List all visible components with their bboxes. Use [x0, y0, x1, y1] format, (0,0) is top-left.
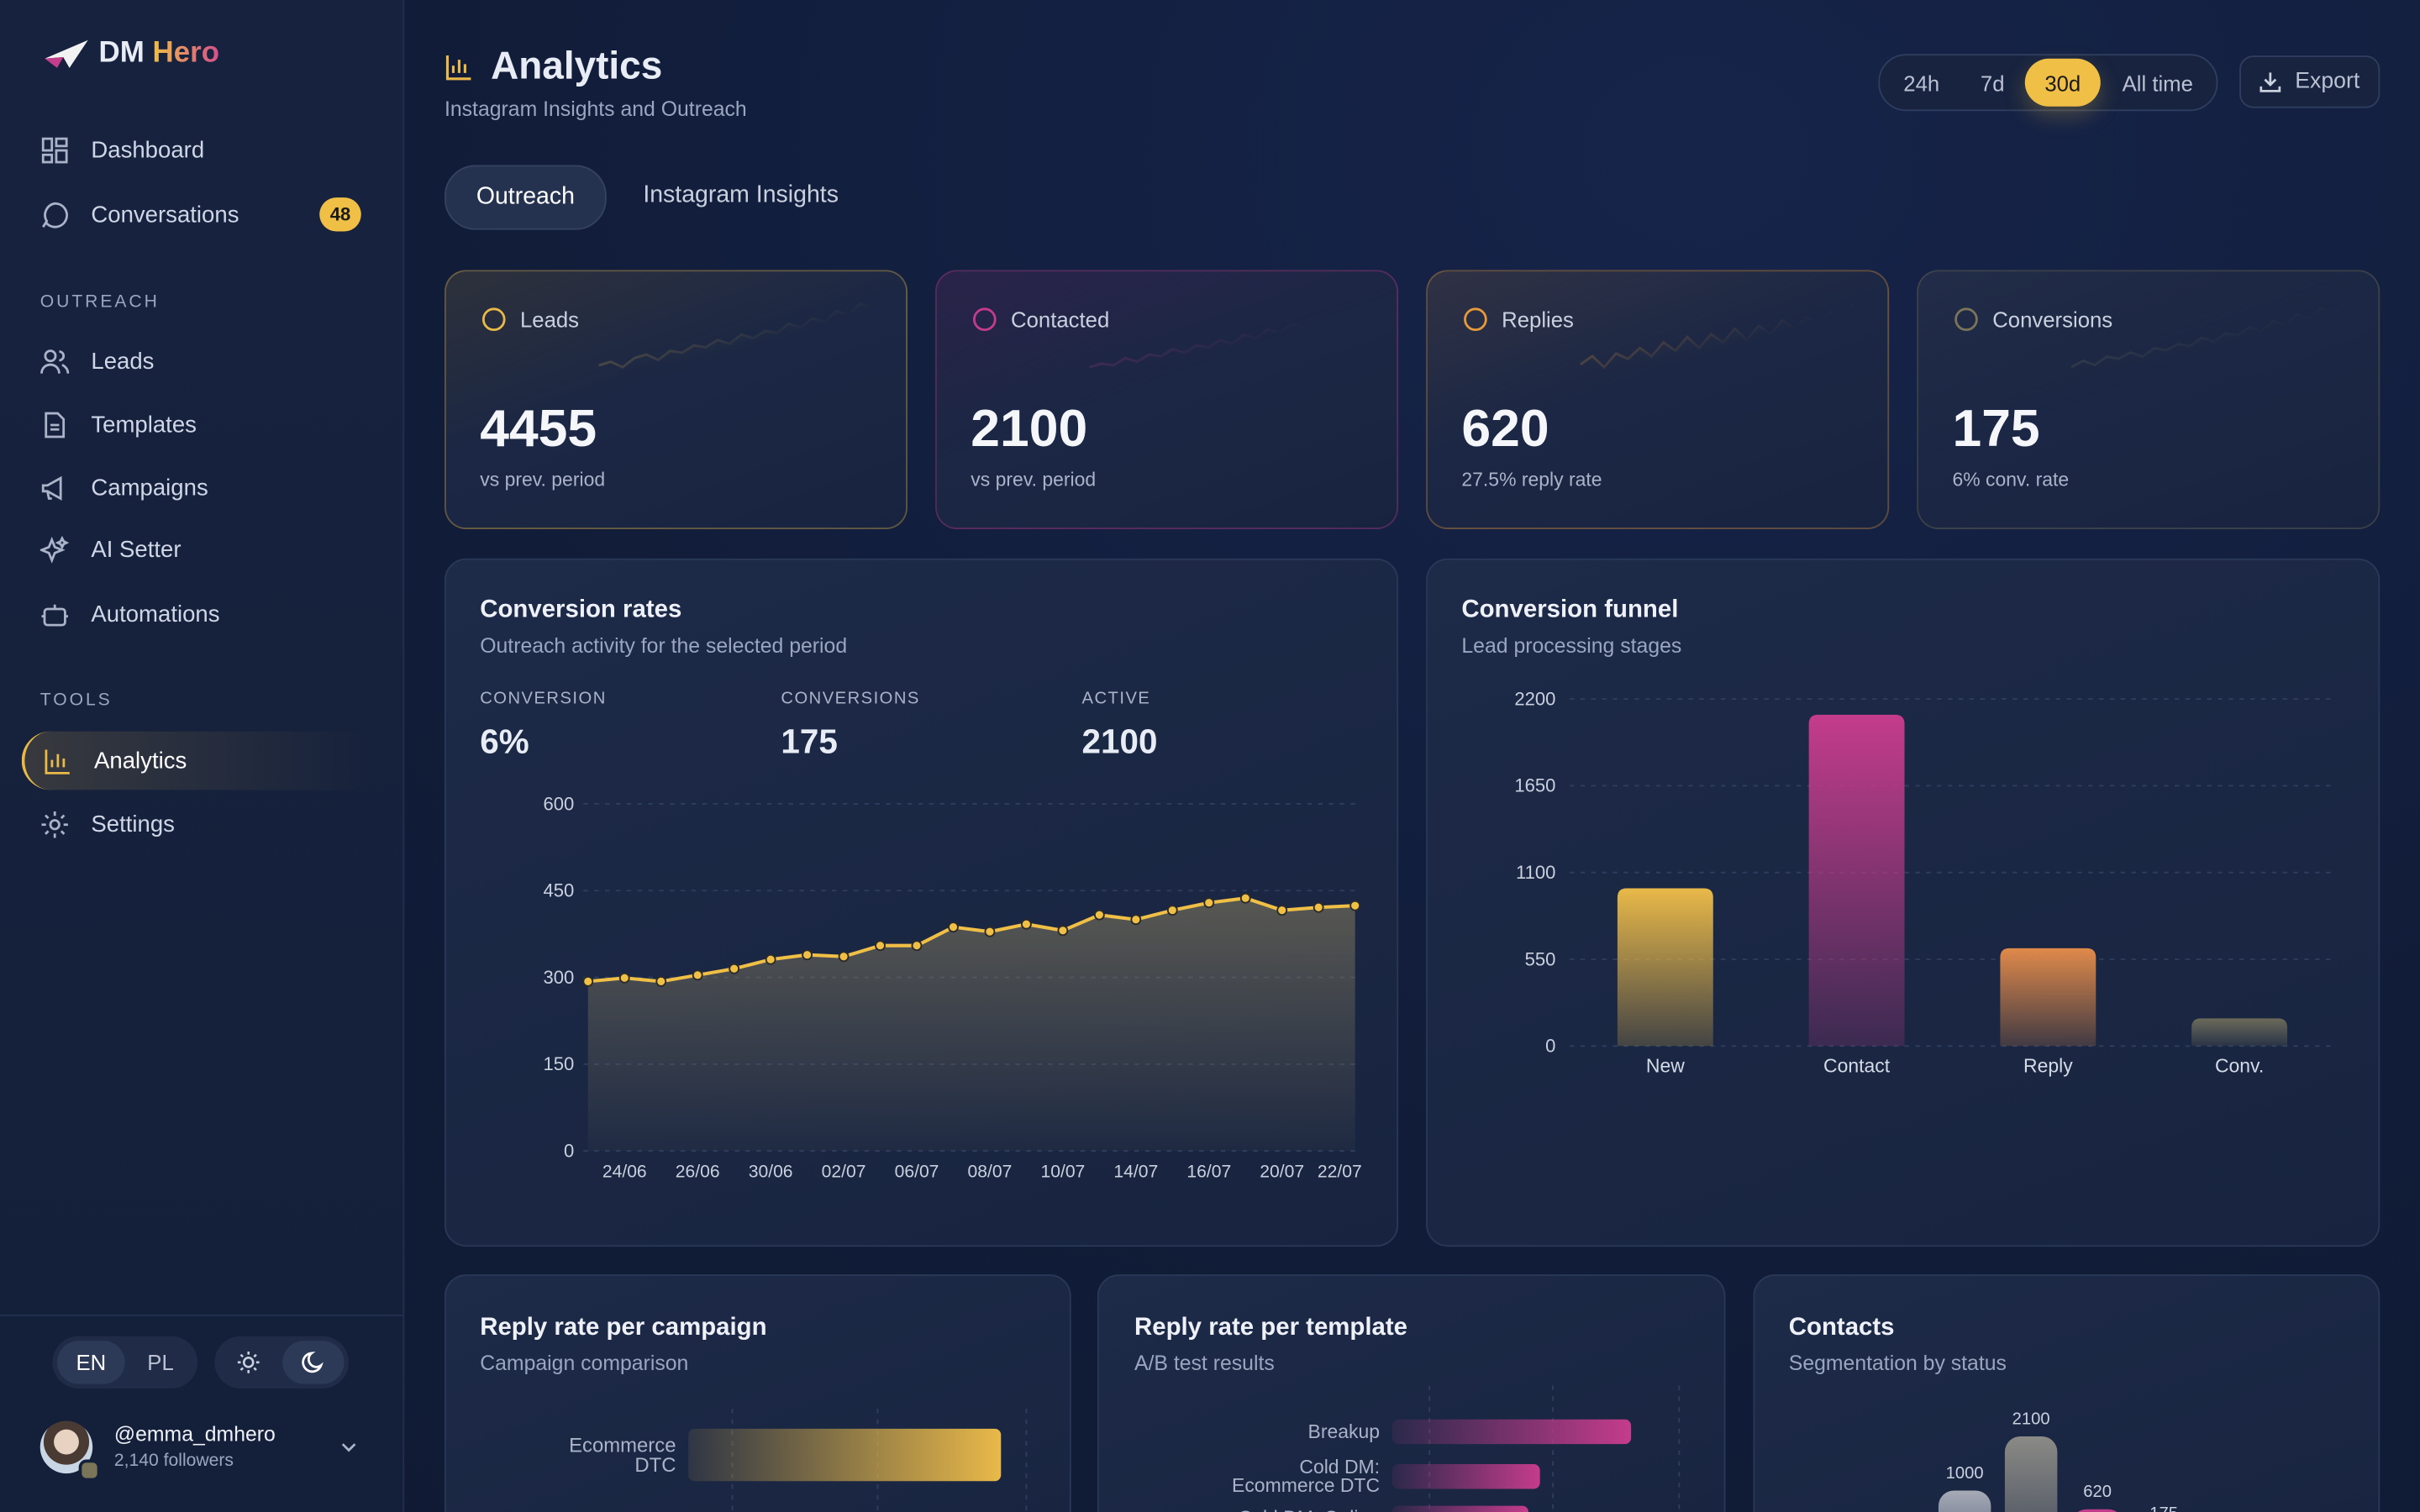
kpi-label: Conversions — [1992, 307, 2113, 332]
language-option[interactable]: EN — [56, 1341, 125, 1384]
nav-item[interactable]: Campaigns — [40, 470, 208, 504]
range-option[interactable]: 7d — [1980, 71, 2005, 96]
language-option[interactable]: PL — [147, 1350, 174, 1375]
kpi-icon — [1954, 307, 1978, 332]
nav-label: Settings — [91, 811, 175, 837]
kpi-icon — [1464, 307, 1487, 332]
nav-item[interactable]: Automations — [40, 597, 220, 631]
theme-switch — [214, 1336, 350, 1389]
kpi-card: Replies 620 27.5% reply rate — [1426, 270, 1890, 530]
active-highlight — [21, 731, 374, 790]
export-button[interactable]: Export — [2239, 55, 2381, 108]
stat-label: CONVERSION — [480, 690, 607, 709]
language-switch: EN PL — [52, 1336, 198, 1389]
section-title: OUTREACH — [39, 292, 160, 312]
card-title: Contacts — [1788, 1314, 1895, 1341]
tab[interactable]: Outreach — [444, 165, 607, 230]
kpi-value: 4455 — [480, 399, 597, 459]
user-menu[interactable] — [339, 1440, 358, 1455]
export-label: Export — [2295, 69, 2360, 95]
kpi-note: vs prev. period — [971, 469, 1097, 491]
brand: DM Hero — [99, 37, 220, 71]
nav-item[interactable]: Templates — [40, 407, 197, 441]
nav-item[interactable]: Settings — [40, 807, 175, 841]
user-followers: 2,140 followers — [113, 1452, 234, 1471]
range-selector: 24h 7d 30d All time — [1878, 54, 2218, 112]
nav-label: Leads — [91, 348, 155, 375]
nav-item[interactable]: Dashboard — [40, 133, 204, 166]
range-option[interactable]: 24h — [1903, 71, 1940, 96]
icon-shape — [1954, 307, 1978, 332]
brand-first: DM — [98, 37, 145, 70]
nav-label: Automations — [91, 601, 220, 627]
status-dot — [78, 1459, 101, 1482]
icon-shape — [481, 307, 506, 332]
nav-label: Dashboard — [91, 136, 205, 163]
card-title: Conversion funnel — [1461, 596, 1679, 624]
nav-label: Templates — [91, 411, 197, 438]
card-title: Conversion rates — [480, 596, 682, 624]
light-theme[interactable] — [236, 1350, 260, 1374]
card-subtitle: Lead processing stages — [1461, 633, 1682, 658]
card-subtitle: Campaign comparison — [480, 1351, 689, 1375]
tab[interactable]: Instagram Insights — [643, 181, 839, 208]
kpi-note: vs prev. period — [480, 469, 606, 491]
kpi-value: 620 — [1461, 399, 1549, 459]
nav-item[interactable]: Conversations 48 — [40, 197, 361, 232]
card-subtitle: Segmentation by status — [1788, 1351, 2007, 1375]
icon-shape — [973, 307, 997, 332]
card-title: Reply rate per template — [1134, 1314, 1408, 1341]
brand-second: Hero — [152, 37, 220, 70]
kpi-label: Contacted — [1011, 307, 1110, 332]
contacts-card: Contacts Segmentation by status — [1753, 1274, 2381, 1512]
campaigns-card: Reply rate per campaign Campaign compari… — [444, 1274, 1071, 1512]
nav-label: AI Setter — [91, 536, 182, 563]
nav-item[interactable]: AI Setter — [39, 533, 182, 566]
user-handle: @emma_dmhero — [113, 1422, 276, 1446]
funnel-card: Conversion funnel Lead processing stages — [1426, 558, 2381, 1247]
kpi-note: 27.5% reply rate — [1461, 469, 1602, 491]
stat-value: 2100 — [1081, 722, 1158, 761]
stat-value: 6% — [480, 722, 529, 761]
sidebar: DM Hero Dashboard Conversations 48 OUTRE… — [0, 0, 405, 1512]
kpi-card: Leads 4455 vs prev. period — [444, 270, 908, 530]
nav-item[interactable]: Leads — [40, 344, 155, 378]
kpi-card: Contacted 2100 vs prev. period — [935, 270, 1399, 530]
stat-label: CONVERSIONS — [781, 690, 920, 709]
card-subtitle: A/B test results — [1134, 1351, 1275, 1375]
kpi-label: Replies — [1502, 307, 1574, 332]
nav-label: Campaigns — [91, 474, 208, 501]
stat-label: ACTIVE — [1081, 690, 1151, 709]
kpi-note: 6% conv. rate — [1952, 469, 2070, 491]
kpi-value: 2100 — [971, 399, 1088, 459]
page-subtitle: Instagram Insights and Outreach — [444, 97, 747, 121]
dark-theme[interactable] — [282, 1341, 345, 1384]
range-option[interactable]: All time — [2122, 71, 2193, 96]
kpi-icon — [481, 307, 506, 332]
card-subtitle: Outreach activity for the selected perio… — [480, 633, 848, 658]
nav-label: Conversations — [91, 201, 239, 228]
divider — [0, 1314, 403, 1316]
page-title: Analytics — [491, 45, 663, 88]
range-option[interactable]: 30d — [2024, 58, 2101, 107]
conversion-rates-card: Conversion rates Outreach activity for t… — [444, 558, 1399, 1247]
stat-value: 175 — [781, 722, 838, 761]
title-icon — [445, 55, 471, 81]
card-title: Reply rate per campaign — [480, 1314, 767, 1341]
kpi-label: Leads — [519, 307, 580, 332]
kpi-card: Conversions 175 6% conv. rate — [1917, 270, 2381, 530]
kpi-icon — [973, 307, 997, 332]
badge: 48 — [319, 197, 361, 232]
kpi-value: 175 — [1952, 399, 2040, 459]
nav-label: Analytics — [94, 747, 187, 774]
brand-logo — [45, 39, 88, 68]
templates-card: Reply rate per template A/B test results — [1097, 1274, 1726, 1512]
icon-shape — [1464, 307, 1487, 332]
nav-item[interactable]: Analytics — [43, 743, 187, 777]
section-title: TOOLS — [39, 690, 113, 710]
